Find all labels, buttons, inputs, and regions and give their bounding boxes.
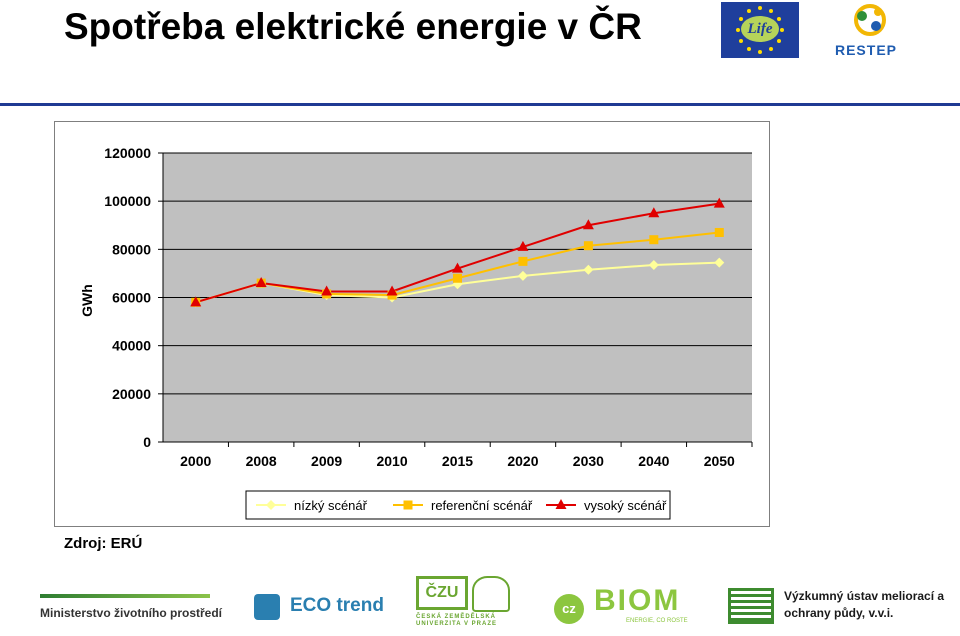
data-point xyxy=(582,219,594,230)
y-tick-label: 80000 xyxy=(112,241,151,257)
x-tick-label: 2050 xyxy=(704,453,735,469)
data-point xyxy=(713,197,725,208)
ecotrend-label: ECO trend xyxy=(290,595,384,616)
czbiom-tagline: ENERGIE, CO ROSTE xyxy=(626,618,688,624)
legend-label: vysoký scénář xyxy=(584,498,667,513)
y-tick-label: 0 xyxy=(143,434,151,450)
slide-title: Spotřeba elektrické energie v ČR xyxy=(64,6,642,47)
legend-marker xyxy=(266,500,276,510)
data-point xyxy=(517,240,529,251)
data-point xyxy=(648,207,660,218)
czu-logo: ČZU ČESKÁ ZEMĚDĚLSKÁ UNIVERZITA V PRAZE xyxy=(416,576,512,634)
data-point xyxy=(714,227,724,237)
ministerstvo-label: Ministerstvo životního prostředí xyxy=(40,606,223,620)
vumop-label: Výzkumný ústav meliorací a ochrany půdy,… xyxy=(784,589,945,620)
data-point xyxy=(452,262,463,273)
y-tick-label: 100000 xyxy=(104,193,151,209)
data-point xyxy=(583,264,594,275)
ministerstvo-bar xyxy=(40,594,210,598)
czbiom-cz-mark: cz xyxy=(554,594,584,624)
legend-marker xyxy=(555,499,567,509)
legend-box xyxy=(245,490,671,520)
chart-frame: 0 20000 40000 60000 80000 100000 120000 2000 200… xyxy=(54,121,770,527)
ministerstvo-logo: Ministerstvo životního prostředí xyxy=(40,594,223,620)
czbiom-word: BIOM xyxy=(594,584,681,617)
czbiom-logo: cz BIOM ENERGIE, CO ROSTE xyxy=(554,584,688,630)
data-point xyxy=(648,259,659,270)
restep-logo: RESTEP xyxy=(828,2,904,60)
x-tick-label: 2008 xyxy=(246,453,277,469)
x-tick-label: 2010 xyxy=(376,453,407,469)
legend-label: referenční scénář xyxy=(431,498,533,513)
y-tick-label: 40000 xyxy=(112,338,151,354)
czu-lion-icon xyxy=(472,576,510,612)
czu-mark: ČZU xyxy=(416,576,468,610)
x-tick-label: 2030 xyxy=(573,453,604,469)
czu-label: ČESKÁ ZEMĚDĚLSKÁ UNIVERZITA V PRAZE xyxy=(416,614,498,627)
title-rule xyxy=(0,103,960,106)
y-axis-title: GWh xyxy=(79,284,95,317)
restep-emblem-icon xyxy=(854,4,886,36)
vumop-icon xyxy=(728,588,774,624)
eu-stars-icon xyxy=(736,6,784,54)
legend-marker xyxy=(403,500,413,510)
legend-label: nízký scénář xyxy=(294,498,368,513)
data-point xyxy=(714,257,725,268)
data-point xyxy=(583,241,593,251)
vumop-logo: Výzkumný ústav meliorací a ochrany půdy,… xyxy=(728,588,948,628)
energy-consumption-chart: 0 20000 40000 60000 80000 100000 120000 2000 200… xyxy=(79,145,753,520)
y-tick-label: 20000 xyxy=(112,386,151,402)
restep-label: RESTEP xyxy=(834,42,897,58)
data-point xyxy=(518,256,528,266)
data-point xyxy=(321,285,333,296)
eu-life-logo: Life xyxy=(721,2,799,58)
data-point xyxy=(517,270,528,281)
y-tick-label: 120000 xyxy=(104,145,151,161)
x-tick-label: 2020 xyxy=(507,453,538,469)
data-point xyxy=(190,296,202,307)
x-tick-label: 2009 xyxy=(311,453,342,469)
life-label: Life xyxy=(741,16,779,42)
x-tick-label: 2040 xyxy=(638,453,669,469)
data-point xyxy=(453,273,462,283)
ecotrend-icon xyxy=(254,594,280,620)
y-tick-label: 60000 xyxy=(112,290,151,306)
source-note: Zdroj: ERÚ xyxy=(64,535,143,552)
data-point xyxy=(452,279,463,290)
data-point xyxy=(255,277,267,288)
data-point xyxy=(386,285,398,296)
x-tick-label: 2000 xyxy=(180,453,211,469)
data-point xyxy=(649,235,659,245)
x-tick-label: 2015 xyxy=(442,453,473,469)
